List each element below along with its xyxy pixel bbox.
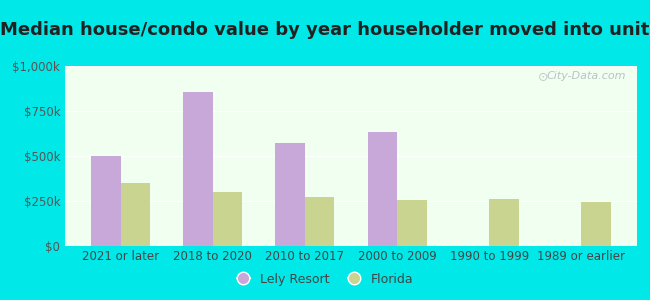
Legend: Lely Resort, Florida: Lely Resort, Florida: [232, 268, 418, 291]
Bar: [582, 202, 611, 246]
Bar: [276, 142, 305, 246]
Bar: [489, 199, 519, 246]
Text: City-Data.com: City-Data.com: [546, 71, 625, 81]
Bar: [120, 183, 150, 246]
Bar: [368, 132, 397, 246]
Bar: [397, 200, 426, 246]
Text: Median house/condo value by year householder moved into unit: Median house/condo value by year househo…: [0, 21, 650, 39]
Bar: [305, 197, 334, 246]
Bar: [91, 156, 120, 246]
Bar: [183, 92, 213, 246]
Bar: [213, 192, 242, 246]
Text: ⊙: ⊙: [538, 71, 549, 84]
